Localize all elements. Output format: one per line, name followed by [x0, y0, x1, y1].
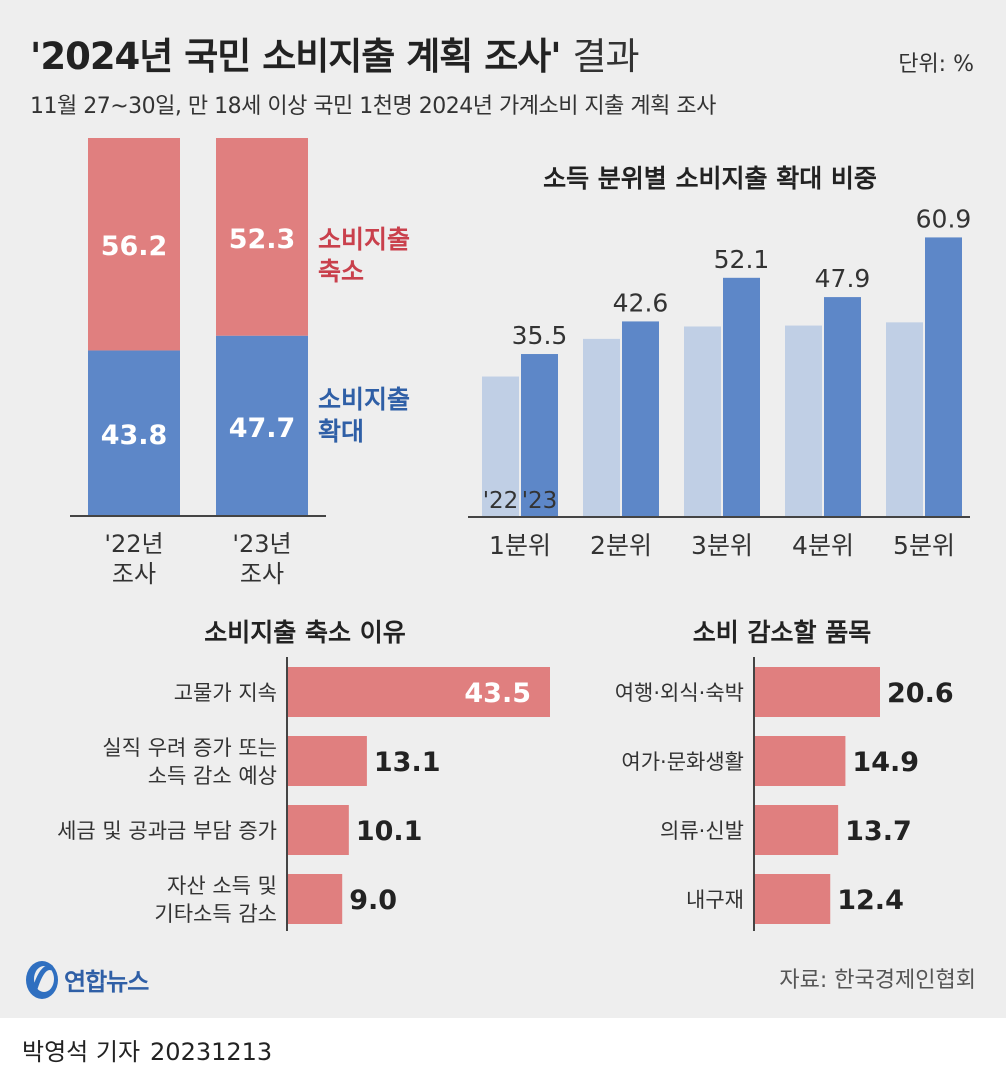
- reasons-value-label: 10.1: [356, 816, 423, 847]
- reasons-category-label-line: 기타소득 감소: [154, 902, 277, 926]
- reasons-value-label: 9.0: [349, 885, 397, 916]
- quintile-bar-2023: [925, 237, 962, 517]
- reasons-chart-title: 소비지출 축소 이유: [204, 618, 405, 647]
- quintile-value-label: 60.9: [916, 204, 972, 233]
- stacked-value-label: 47.7: [229, 413, 296, 444]
- items-category-label: 내구재: [686, 888, 744, 912]
- stacked-category-label-line: 조사: [112, 560, 156, 588]
- legend-reduce-line: 소비지출: [318, 225, 410, 254]
- stacked-value-label: 52.3: [229, 224, 296, 255]
- quintile-value-label: 52.1: [714, 245, 770, 274]
- legend-expand-line: 확대: [318, 417, 364, 446]
- items-category-label-line: 의류·신발: [660, 819, 744, 843]
- quintile-category-label: 1분위: [489, 531, 551, 560]
- title-suffix: 결과: [572, 35, 640, 78]
- legend-reduce-line: 축소: [318, 257, 364, 286]
- stacked-bar-expand: [88, 350, 180, 516]
- stacked-category-label: '22년 조사: [104, 530, 163, 588]
- items-bar: [755, 805, 839, 855]
- items-value-label: 13.7: [845, 816, 912, 847]
- quintile-category-label: 3분위: [691, 531, 753, 560]
- reasons-bar: [288, 874, 343, 924]
- stacked-bar-reduce: [88, 138, 180, 351]
- reasons-value-label: 43.5: [464, 678, 531, 709]
- stacked-value-label: 56.2: [101, 231, 168, 262]
- reasons-category-label-line: 실직 우려 증가 또는: [102, 736, 277, 760]
- reasons-bar: [288, 805, 349, 855]
- stacked-category-label-line: 조사: [240, 560, 284, 588]
- logo-text: 연합뉴스: [64, 968, 149, 996]
- items-value-label: 12.4: [837, 885, 904, 916]
- quintile-bar-chart: 소득 분위별 소비지출 확대 비중 35.5 1분위 42.6 2분위 52.1 3분위 47…: [468, 164, 972, 560]
- items-bar: [755, 874, 831, 924]
- source-label: 자료: 한국경제인협회: [779, 968, 976, 993]
- subtitle: 11월 27~30일, 만 18세 이상 국민 1천명 2024년 가계소비 지…: [30, 94, 716, 119]
- footer-strip: [0, 1018, 1006, 1077]
- page-title: '2024년 국민 소비지출 계획 조사' 결과: [30, 26, 640, 80]
- stacked-category-label-line: '22년: [104, 530, 163, 558]
- items-category-label-line: 여행·외식·숙박: [615, 681, 744, 705]
- reasons-category-label: 고물가 지속: [174, 681, 277, 705]
- quintile-bar-2023: [622, 321, 659, 517]
- title-main: '2024년 국민 소비지출 계획 조사': [30, 35, 562, 78]
- yonhap-logo-icon: [26, 961, 58, 999]
- quintile-bar-2023: [723, 277, 760, 517]
- quintile-value-label: 47.9: [815, 264, 871, 293]
- items-category-label: 의류·신발: [660, 819, 744, 843]
- items-value-label: 14.9: [852, 747, 919, 778]
- legend-expand-line: 소비지출: [318, 385, 410, 414]
- quintile-bar-2023: [824, 297, 861, 517]
- quintile-legend-2023: '23: [522, 488, 558, 514]
- reasons-bar: [288, 736, 367, 786]
- reasons-category-label-line: 소득 감소 예상: [148, 764, 277, 788]
- items-category-label-line: 여가·문화생활: [621, 750, 744, 774]
- quintile-bar-2022: [684, 326, 721, 517]
- quintile-category-label: 4분위: [792, 531, 854, 560]
- reporter-name: 박영석 기자: [22, 1038, 141, 1066]
- quintile-bar-2022: [886, 322, 923, 517]
- stacked-category-label-line: '23년: [232, 530, 291, 558]
- reasons-category-label-line: 고물가 지속: [174, 681, 277, 705]
- quintile-bar-2022: [482, 376, 519, 517]
- reasons-category-label-line: 자산 소득 및: [167, 874, 277, 898]
- quintile-chart-title: 소득 분위별 소비지출 확대 비중: [543, 164, 877, 193]
- quintile-legend-2022: '22: [483, 488, 519, 514]
- items-category-label-line: 내구재: [686, 888, 744, 912]
- reasons-category-label-line: 세금 및 공과금 부담 증가: [57, 819, 277, 843]
- items-category-label: 여가·문화생활: [621, 750, 744, 774]
- items-value-label: 20.6: [887, 678, 954, 709]
- quintile-category-label: 5분위: [893, 531, 955, 560]
- quintile-bar-2022: [583, 338, 620, 517]
- reasons-category-label: 세금 및 공과금 부담 증가: [57, 819, 277, 843]
- reporter-date: 20231213: [150, 1038, 273, 1066]
- quintile-value-label: 35.5: [512, 321, 568, 350]
- items-bar: [755, 667, 880, 717]
- unit-label: 단위: %: [898, 52, 974, 77]
- items-category-label: 여행·외식·숙박: [615, 681, 744, 705]
- stacked-category-label: '23년 조사: [232, 530, 291, 588]
- reasons-value-label: 13.1: [374, 747, 441, 778]
- quintile-bar-2022: [785, 325, 822, 517]
- items-chart-title: 소비 감소할 품목: [693, 618, 871, 647]
- quintile-category-label: 2분위: [590, 531, 652, 560]
- reasons-bar: [288, 667, 550, 717]
- quintile-bar-2023: [521, 354, 558, 517]
- reporter-line: 박영석 기자 20231213: [22, 1032, 272, 1067]
- quintile-value-label: 42.6: [613, 288, 669, 317]
- items-bar: [755, 736, 846, 786]
- stacked-bar-reduce: [216, 138, 308, 336]
- stacked-bar-expand: [216, 335, 308, 516]
- stacked-value-label: 43.8: [101, 420, 168, 451]
